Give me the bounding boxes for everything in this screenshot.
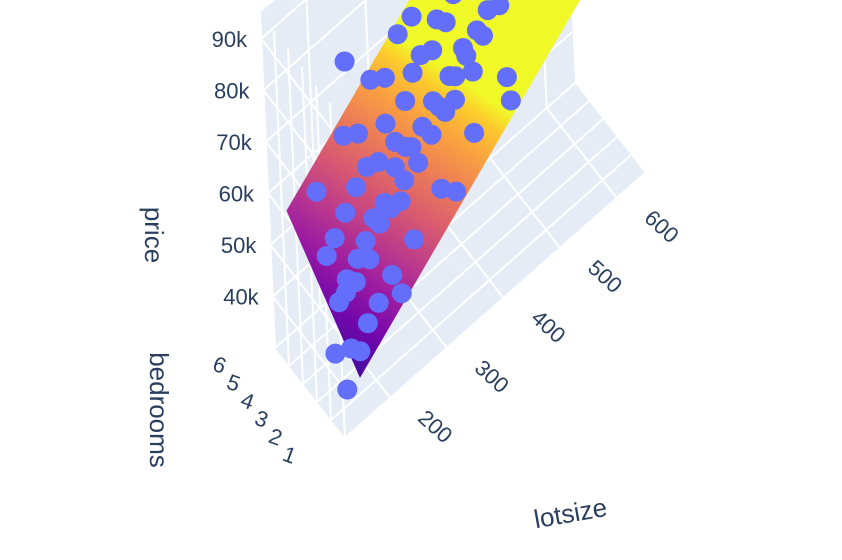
data-point <box>359 249 380 270</box>
x-tick-label: 400 <box>527 305 571 348</box>
y-axis-title: bedrooms <box>144 352 174 468</box>
data-point <box>306 181 327 202</box>
z-gridline-left <box>271 295 344 388</box>
data-point <box>345 272 366 292</box>
data-point <box>462 61 483 82</box>
data-point <box>435 12 456 33</box>
z-gridline-left <box>260 38 332 130</box>
data-point <box>464 122 485 143</box>
z-axis-tick-labels: 40k 50k 60k 70k 80k 90k <box>212 27 260 310</box>
data-point <box>402 62 423 83</box>
data-point <box>346 177 366 198</box>
data-point <box>408 152 429 173</box>
data-point <box>329 292 349 313</box>
x-gridline-floor <box>489 157 561 249</box>
data-point <box>374 67 395 88</box>
x-gridline-floor <box>545 107 618 199</box>
z-gridline-left <box>269 244 342 336</box>
z-tick-label: 80k <box>214 78 250 103</box>
x-tick-label: 600 <box>640 205 684 248</box>
data-point <box>387 24 408 45</box>
data-point <box>375 113 396 134</box>
data-point <box>333 125 354 146</box>
data-point <box>337 379 358 400</box>
x-tick-label: 200 <box>413 405 457 448</box>
data-point <box>368 292 389 313</box>
data-point <box>446 181 467 202</box>
y-tick-label: 2 <box>266 423 286 451</box>
data-point <box>422 40 443 61</box>
data-point <box>404 229 425 250</box>
x-axis-title: lotsize <box>532 492 610 534</box>
data-point <box>335 202 356 223</box>
data-point <box>394 170 415 191</box>
data-point <box>350 341 371 362</box>
y-gridline-left <box>259 12 276 349</box>
y-tick-label: 4 <box>238 387 258 415</box>
y-gridline-floor <box>344 172 646 439</box>
z-tick-label: 40k <box>223 284 259 309</box>
data-point <box>348 123 368 144</box>
z-tick-label: 50k <box>221 233 257 258</box>
data-point <box>445 66 466 87</box>
y-tick-label: 1 <box>280 441 300 469</box>
data-point <box>500 90 521 111</box>
data-point <box>489 0 510 16</box>
data-point <box>324 228 345 249</box>
data-point <box>360 69 381 90</box>
z-tick-label: 60k <box>219 181 255 206</box>
data-point <box>421 124 442 145</box>
data-point <box>456 45 477 66</box>
x-tick-label: 500 <box>583 255 627 298</box>
data-point <box>391 283 412 304</box>
data-point <box>382 264 403 285</box>
data-point <box>334 51 355 72</box>
y-gridline-floor <box>330 154 632 421</box>
z-tick-label: 70k <box>216 130 252 155</box>
data-point <box>316 245 337 266</box>
z-axis-title: price <box>139 207 169 263</box>
y-tick-label: 5 <box>224 369 244 397</box>
y-tick-label: 3 <box>252 405 272 433</box>
data-point <box>445 0 462 5</box>
data-point <box>380 198 401 219</box>
data-point <box>357 313 378 334</box>
z-gridline-back <box>262 0 368 92</box>
data-point <box>496 67 517 88</box>
data-point <box>435 101 456 122</box>
data-point <box>431 178 452 199</box>
z-tick-label: 90k <box>212 27 248 52</box>
y-gridline-left <box>273 30 290 367</box>
data-point <box>368 152 389 172</box>
y-tick-label: 6 <box>210 351 230 379</box>
scatter-points <box>306 0 521 400</box>
data-point <box>325 343 346 364</box>
data-point <box>401 6 422 27</box>
data-point <box>395 91 416 111</box>
x-tick-label: 300 <box>470 355 514 398</box>
data-point <box>473 25 493 46</box>
data-point <box>401 137 422 158</box>
data-point <box>369 213 390 234</box>
data-point <box>355 231 376 252</box>
